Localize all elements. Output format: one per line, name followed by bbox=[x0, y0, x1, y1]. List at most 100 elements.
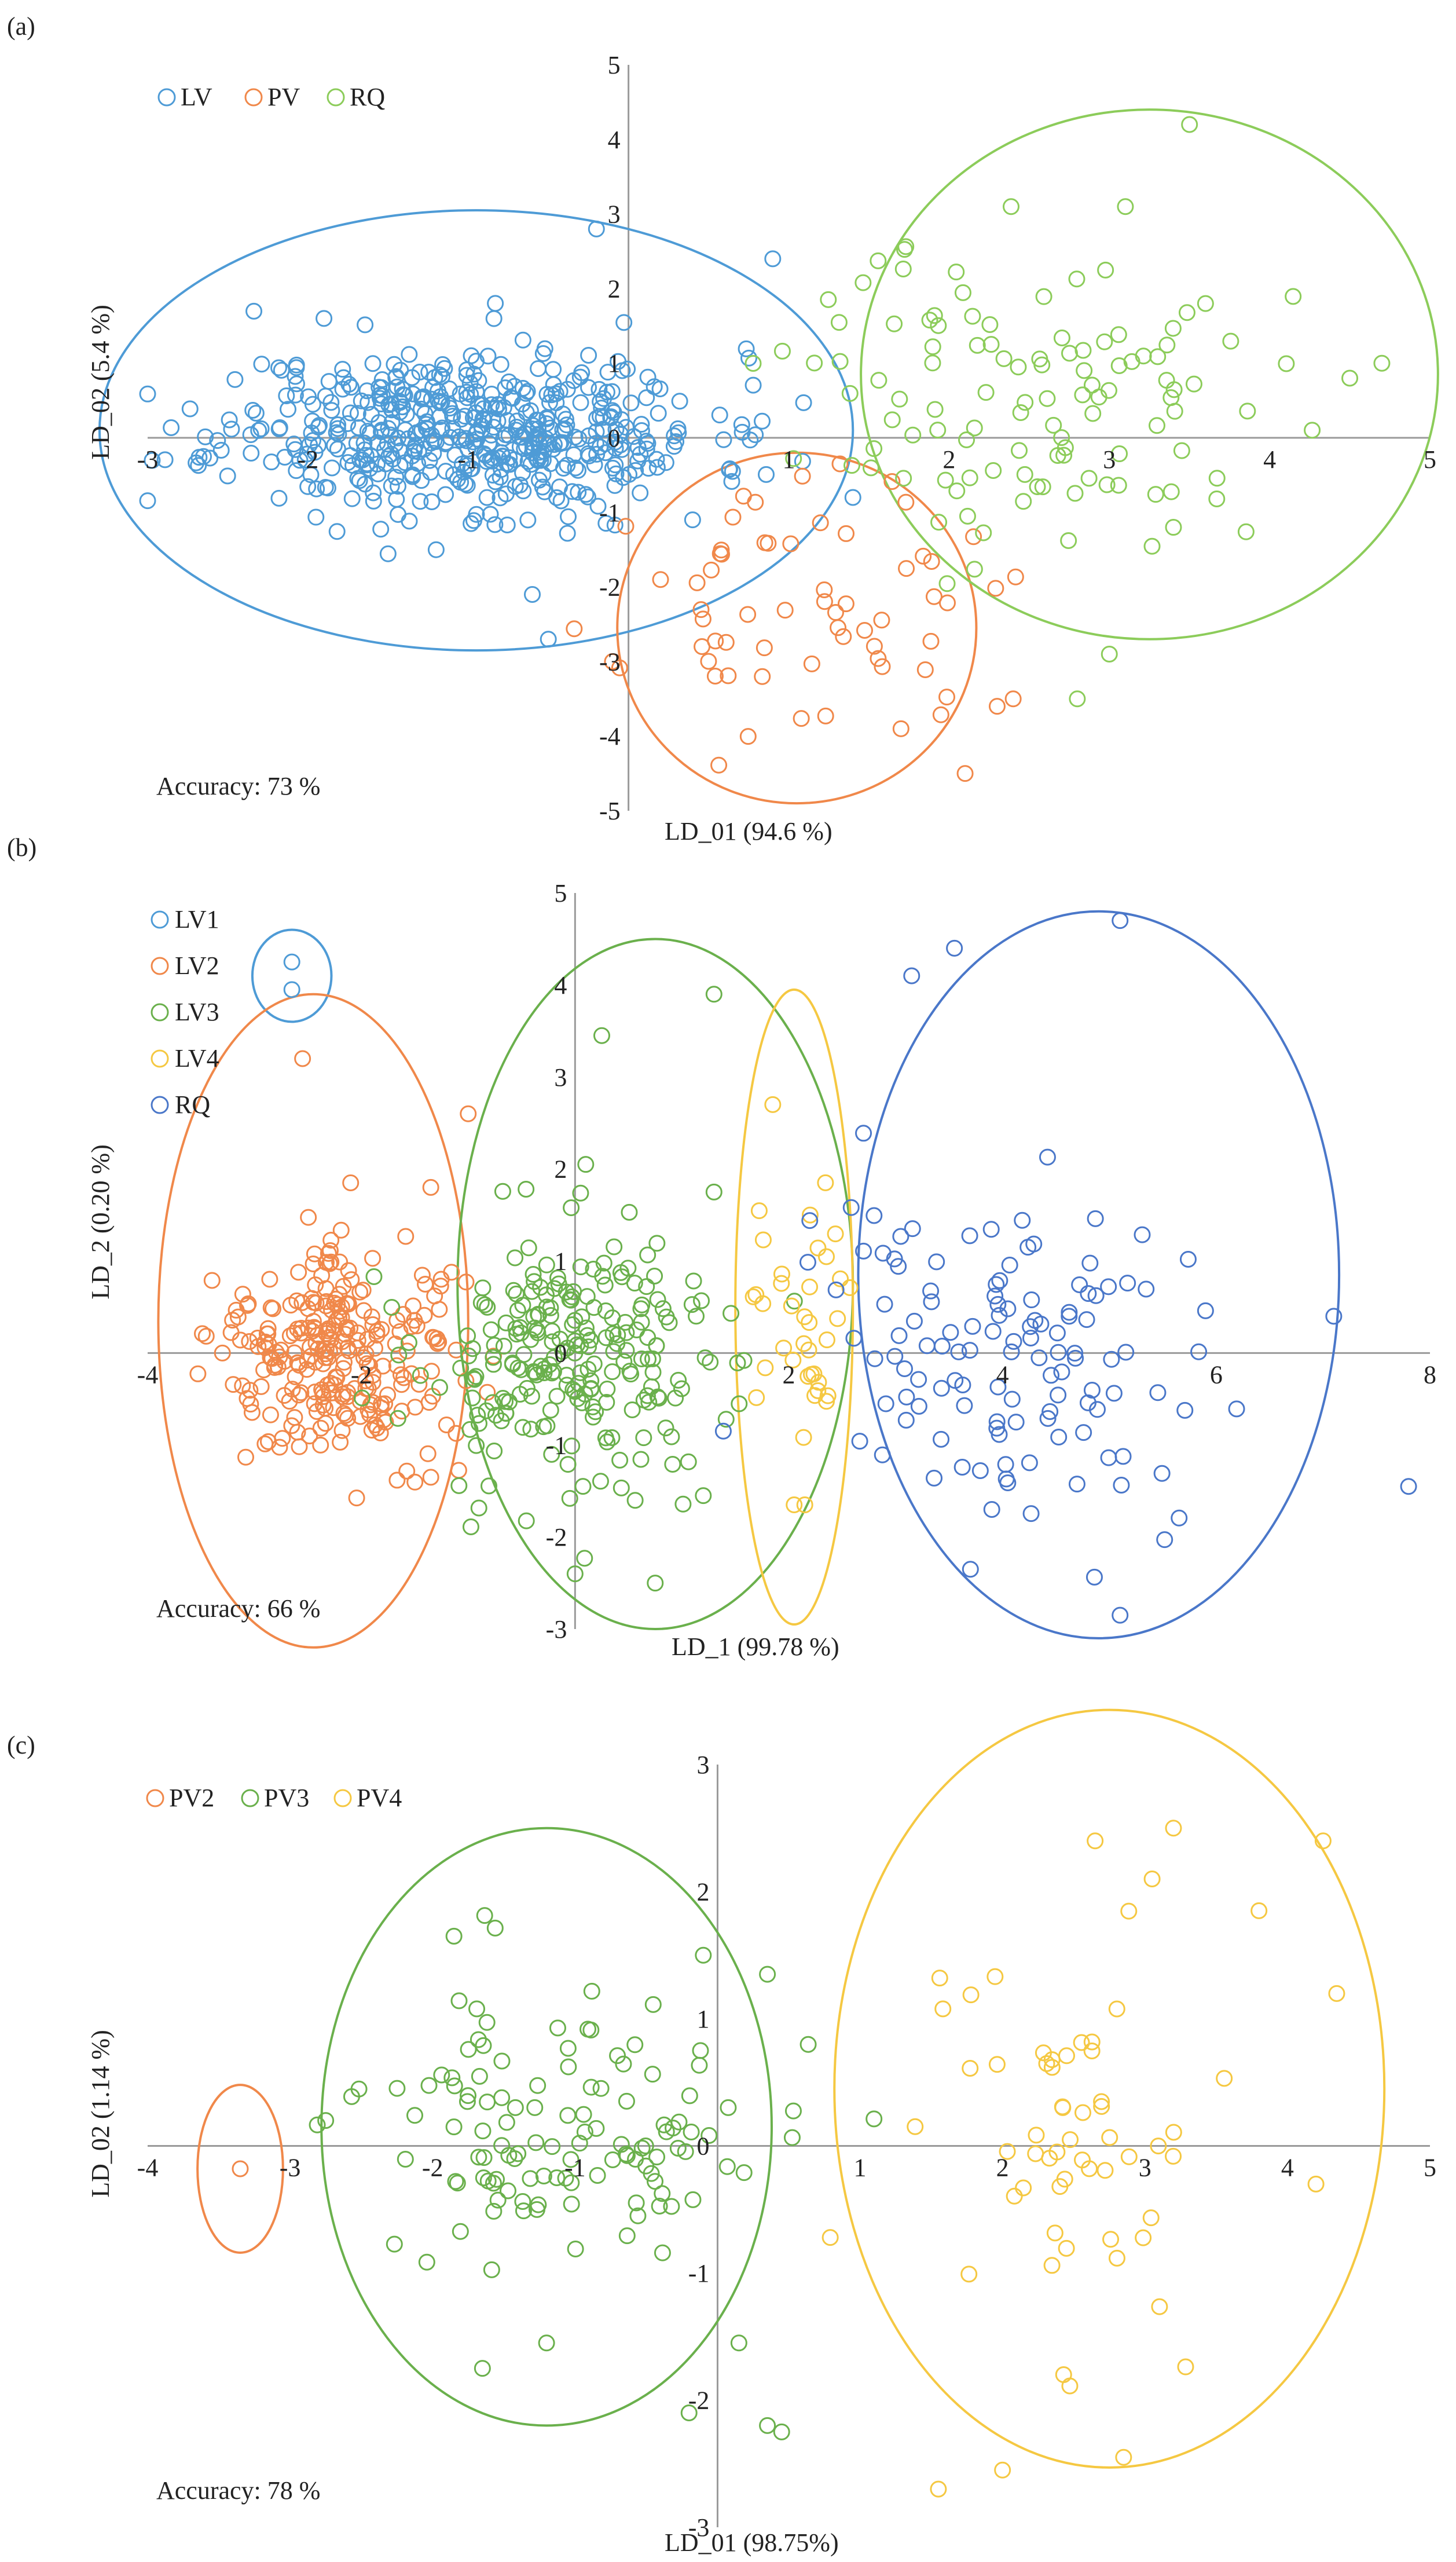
point-rq bbox=[1075, 1424, 1092, 1441]
point-rq bbox=[964, 1317, 981, 1335]
panel-label: (a) bbox=[7, 12, 35, 41]
point-rq bbox=[1039, 390, 1056, 407]
point-lv3 bbox=[717, 1411, 735, 1428]
point-pv3 bbox=[498, 2114, 515, 2131]
point-pv3 bbox=[618, 2227, 636, 2245]
point-lv bbox=[754, 412, 771, 430]
point-rq bbox=[971, 1462, 989, 1480]
point-lv bbox=[221, 411, 238, 429]
point-lv4 bbox=[801, 1314, 818, 1331]
point-rq bbox=[930, 317, 947, 334]
point-rq bbox=[1112, 1606, 1129, 1624]
point-lv2 bbox=[406, 1312, 423, 1329]
point-lv2 bbox=[357, 1380, 375, 1397]
point-rq bbox=[897, 1411, 915, 1429]
point-rq bbox=[1341, 369, 1359, 387]
point-pv bbox=[720, 667, 737, 685]
point-lv bbox=[508, 412, 526, 430]
point-lv bbox=[494, 447, 511, 464]
point-pv4 bbox=[1043, 2257, 1061, 2274]
point-lv3 bbox=[597, 1302, 614, 1320]
point-lv2 bbox=[261, 1271, 278, 1288]
point-lv bbox=[317, 478, 334, 496]
point-lv3 bbox=[731, 1395, 748, 1412]
x-tick-label: 4 bbox=[1263, 445, 1276, 474]
point-rq bbox=[1053, 329, 1070, 346]
point-lv2 bbox=[194, 1325, 211, 1342]
point-lv bbox=[273, 361, 290, 379]
point-lv2 bbox=[379, 1386, 397, 1404]
legend: LV PV RQ bbox=[157, 83, 385, 111]
point-lv2 bbox=[335, 1405, 353, 1422]
point-lv4 bbox=[775, 1339, 793, 1357]
point-lv2 bbox=[305, 1255, 322, 1272]
point-lv3 bbox=[452, 1359, 470, 1377]
y-tick-label: 4 bbox=[608, 126, 621, 154]
x-tick-label: 1 bbox=[854, 2154, 867, 2182]
point-pv bbox=[1004, 690, 1022, 708]
point-lv2 bbox=[291, 1438, 308, 1455]
point-lv bbox=[374, 387, 391, 404]
point-rq bbox=[1001, 1257, 1018, 1274]
y-tick-label: 1 bbox=[696, 2005, 709, 2033]
point-lv2 bbox=[438, 1416, 455, 1433]
x-tick-label: 5 bbox=[1424, 2154, 1436, 2182]
point-lv2 bbox=[364, 1316, 382, 1333]
point-pv3 bbox=[452, 2223, 469, 2240]
point-rq bbox=[926, 1469, 943, 1487]
point-rq bbox=[1239, 402, 1256, 420]
point-lv bbox=[144, 452, 161, 469]
point-lv bbox=[339, 415, 357, 432]
point-lv2 bbox=[422, 1178, 439, 1196]
point-lv bbox=[573, 364, 591, 382]
point-lv2 bbox=[332, 1433, 349, 1451]
point-rq bbox=[1103, 1350, 1120, 1368]
point-lv3 bbox=[621, 1203, 638, 1221]
point-lv bbox=[278, 387, 295, 404]
point-lv bbox=[670, 424, 687, 441]
point-pv3 bbox=[799, 2036, 817, 2053]
point-pv3 bbox=[654, 2244, 671, 2261]
point-lv bbox=[470, 372, 487, 389]
x-tick-label: 6 bbox=[1210, 1360, 1223, 1389]
point-rq bbox=[1032, 1315, 1050, 1333]
point-lv bbox=[304, 396, 321, 413]
point-lv3 bbox=[580, 1338, 597, 1356]
point-lv3 bbox=[597, 1429, 614, 1447]
point-lv bbox=[431, 366, 448, 383]
point-lv3 bbox=[603, 1429, 621, 1446]
point-pv3 bbox=[471, 2067, 488, 2085]
point-pv3 bbox=[563, 2195, 580, 2213]
point-lv bbox=[519, 511, 537, 529]
point-rq bbox=[954, 284, 971, 301]
point-lv3 bbox=[365, 1268, 383, 1285]
point-lv2 bbox=[281, 1393, 298, 1410]
point-pv3 bbox=[388, 2080, 406, 2097]
point-lv3 bbox=[572, 1184, 589, 1202]
ellipse-pv4 bbox=[833, 1708, 1386, 2469]
point-rq bbox=[890, 1327, 908, 1344]
point-rq bbox=[1119, 1275, 1136, 1292]
point-lv bbox=[163, 419, 180, 436]
point-pv4 bbox=[1216, 2070, 1233, 2087]
point-lv3 bbox=[518, 1181, 535, 1198]
point-lv3 bbox=[509, 1302, 526, 1319]
tick-labels: -4 -2 2 4 6 8 -3 -2 -1 0 1 2 3 4 5 bbox=[137, 879, 1436, 1644]
point-lv bbox=[323, 402, 340, 419]
point-pv4 bbox=[1087, 1832, 1104, 1850]
point-lv bbox=[458, 383, 475, 401]
point-pv bbox=[873, 612, 890, 629]
y-tick-label: -3 bbox=[688, 2513, 710, 2542]
point-lv4 bbox=[773, 1275, 790, 1292]
point-rq bbox=[904, 426, 922, 444]
point-lv3 bbox=[523, 1283, 541, 1300]
point-rq bbox=[1035, 288, 1052, 305]
point-lv4 bbox=[795, 1335, 813, 1352]
point-pv2 bbox=[232, 2160, 249, 2177]
point-pv bbox=[756, 534, 773, 551]
point-lv2 bbox=[351, 1283, 369, 1301]
point-pv3 bbox=[445, 1927, 463, 1945]
point-pv3 bbox=[663, 2198, 680, 2215]
point-lv bbox=[475, 400, 492, 418]
point-lv3 bbox=[688, 1308, 705, 1325]
